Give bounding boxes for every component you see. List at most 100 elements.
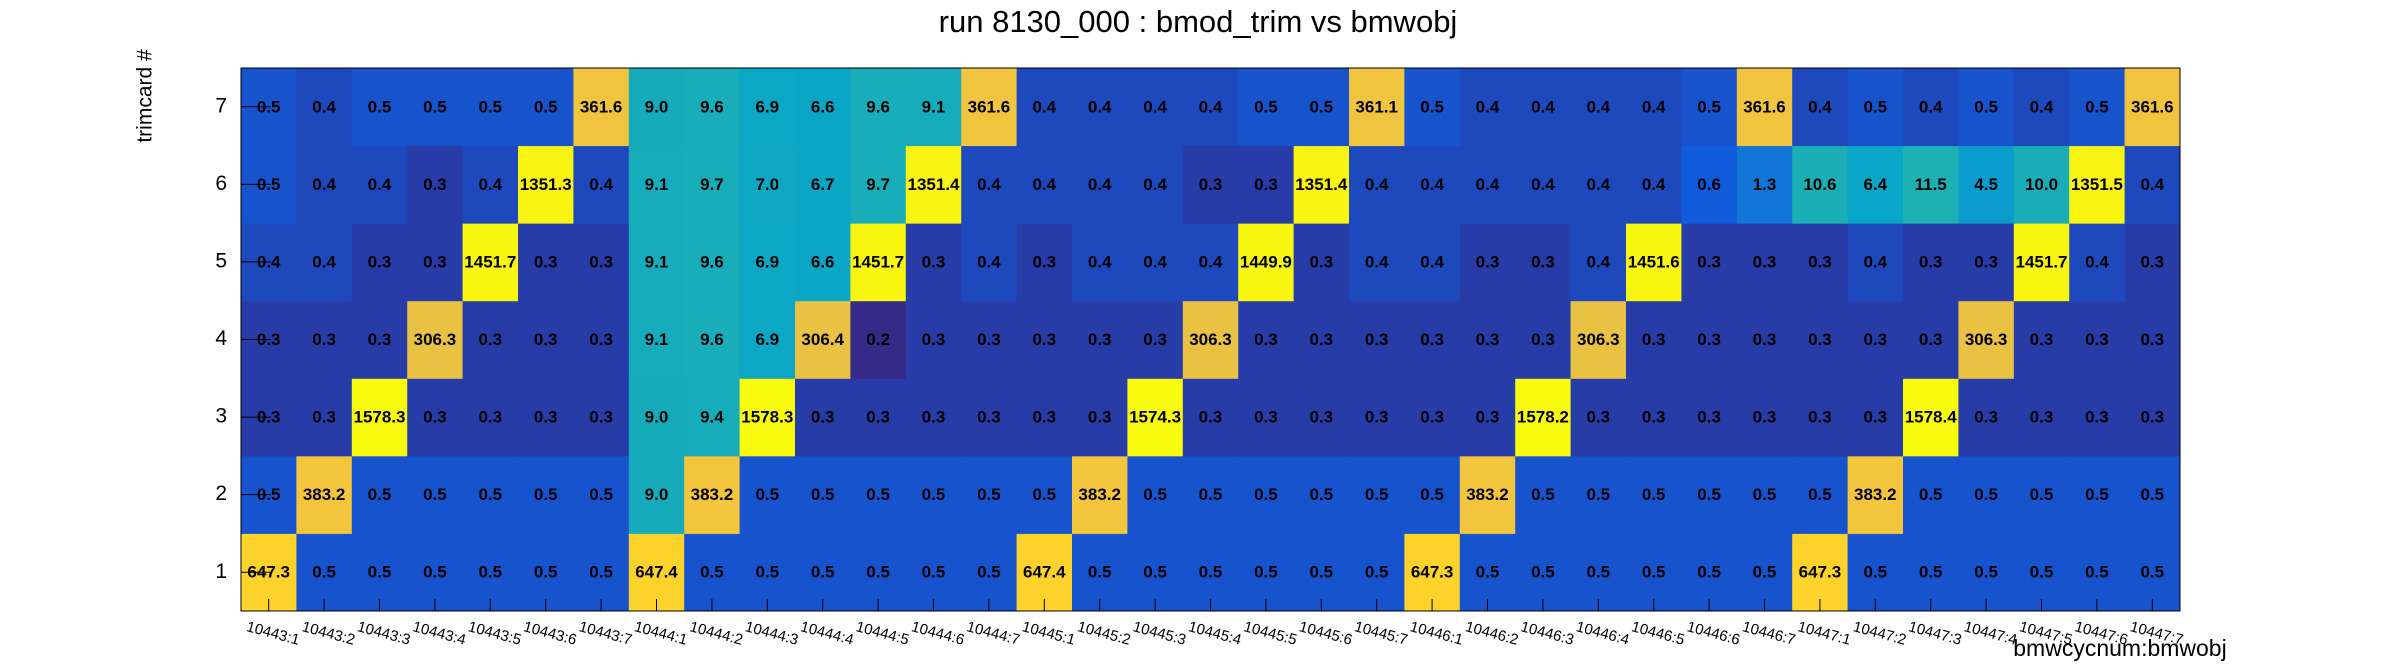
cell — [462, 378, 519, 457]
cell — [1515, 455, 1572, 534]
cell — [351, 223, 408, 302]
cell — [1349, 533, 1405, 612]
x-tick-label: 10447:2 — [1851, 618, 1908, 648]
cell — [1072, 378, 1128, 457]
cell-label: 0.5 — [1199, 563, 1223, 582]
cell-label: 9.0 — [645, 97, 669, 116]
cell-label: 0.4 — [1088, 252, 1112, 271]
cell-label: 0.5 — [423, 563, 447, 582]
cell — [2124, 223, 2181, 302]
cell — [296, 145, 353, 224]
cell — [1349, 455, 1405, 534]
cell — [739, 223, 796, 302]
cell-label: 0.3 — [1808, 252, 1832, 271]
cell-label: 0.5 — [2030, 485, 2054, 504]
cell-label: 0.3 — [1753, 330, 1777, 349]
cell — [1626, 223, 1682, 302]
cell — [1570, 300, 1627, 379]
cell-label: 0.4 — [1476, 97, 1500, 116]
cell — [2069, 68, 2126, 147]
cell-label: 0.3 — [1476, 408, 1500, 427]
cell — [462, 533, 519, 612]
cell-label: 647.4 — [1023, 563, 1066, 582]
cell-label: 0.5 — [1642, 485, 1666, 504]
cell — [795, 455, 851, 534]
cell-label: 0.5 — [1143, 563, 1167, 582]
cell-label: 0.4 — [1032, 175, 1056, 194]
cell-label: 1449.9 — [1240, 252, 1292, 271]
cell — [351, 533, 408, 612]
cell — [407, 223, 464, 302]
cell — [1293, 223, 1350, 302]
cell-label: 6.9 — [755, 97, 779, 116]
cell — [905, 68, 962, 147]
cell-label: 0.4 — [312, 252, 336, 271]
cell — [905, 300, 962, 379]
cell — [795, 68, 851, 147]
cell — [1681, 533, 1738, 612]
cell-label: 0.5 — [1974, 485, 1998, 504]
x-tick-label: 10444:4 — [799, 618, 856, 648]
cell — [407, 145, 464, 224]
cell — [628, 145, 685, 224]
cell — [1681, 145, 1738, 224]
x-tick-label: 10445:3 — [1131, 618, 1188, 648]
cell — [2013, 455, 2070, 534]
cell — [961, 533, 1018, 612]
cell — [961, 455, 1018, 534]
cell-label: 1578.3 — [741, 408, 793, 427]
cell — [1459, 68, 1516, 147]
x-tick-label: 10444:3 — [743, 618, 800, 648]
cell — [1958, 300, 2015, 379]
cell — [1349, 300, 1405, 379]
cell — [1182, 223, 1239, 302]
cell — [1072, 300, 1128, 379]
x-tick-label: 10445:5 — [1242, 618, 1299, 648]
cell-label: 9.6 — [700, 97, 724, 116]
x-tick-label: 10444:6 — [909, 618, 966, 648]
cell — [1626, 455, 1682, 534]
cell-label: 0.5 — [1254, 485, 1278, 504]
cell-label: 0.5 — [1531, 485, 1555, 504]
cell — [2013, 378, 2070, 457]
cell — [351, 300, 408, 379]
cell-label: 9.0 — [645, 485, 669, 504]
cell-label: 361.1 — [1355, 97, 1398, 116]
cell — [1016, 223, 1073, 302]
cell-label: 9.6 — [700, 330, 724, 349]
cell-label: 306.3 — [1577, 330, 1620, 349]
cell-label: 1351.4 — [908, 175, 961, 194]
cell — [1903, 68, 1959, 147]
cell — [684, 378, 741, 457]
cell-label: 9.6 — [700, 252, 724, 271]
cell-label: 0.5 — [866, 485, 890, 504]
cell-label: 1351.3 — [520, 175, 572, 194]
cell-label: 1451.7 — [2016, 252, 2068, 271]
cell — [795, 533, 851, 612]
cell-label: 0.4 — [2030, 97, 2054, 116]
cell-label: 0.5 — [1199, 485, 1223, 504]
cell — [739, 68, 796, 147]
cell-label: 383.2 — [1854, 485, 1897, 504]
cell — [2069, 145, 2126, 224]
x-tick-label: 10446:7 — [1740, 618, 1797, 648]
cell-label: 6.6 — [811, 252, 835, 271]
x-tick-label: 10446:3 — [1519, 618, 1576, 648]
cell — [961, 68, 1018, 147]
cell — [462, 223, 519, 302]
cell — [1847, 68, 1904, 147]
cell-label: 0.5 — [2085, 485, 2109, 504]
cell-label: 0.4 — [977, 252, 1001, 271]
cell-label: 0.4 — [1199, 252, 1223, 271]
cell-label: 0.3 — [2140, 408, 2164, 427]
cell-label: 0.5 — [1309, 563, 1333, 582]
cell — [1293, 300, 1350, 379]
cell-label: 0.4 — [1642, 175, 1666, 194]
cell — [795, 223, 851, 302]
cell-label: 0.4 — [1476, 175, 1500, 194]
cell-label: 1574.3 — [1129, 408, 1181, 427]
cell-label: 0.4 — [1143, 97, 1167, 116]
cell — [795, 378, 851, 457]
cell — [1404, 300, 1461, 379]
cell-label: 0.3 — [922, 408, 946, 427]
